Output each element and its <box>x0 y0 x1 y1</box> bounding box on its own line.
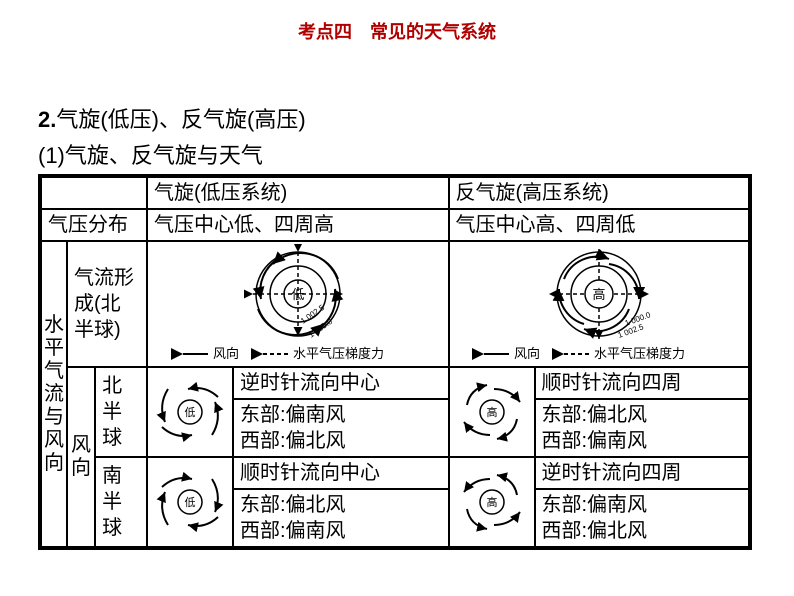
row-sh: 南半球 <box>95 457 147 548</box>
row-pressure: 气压分布 <box>40 209 147 241</box>
col-anticyclone: 反气旋(高压系统) <box>449 176 751 209</box>
nh-cyc-east: 东部:偏南风 <box>240 402 442 428</box>
high-label: 高 <box>592 287 605 302</box>
mini-cyc-nh: 低 <box>147 367 233 457</box>
nh-cyc-flow: 逆时针流向中心 <box>233 367 449 399</box>
diagram-anticyclone-nh-big: 高 1 002.5 1 000.0 风向 水平气压梯度力 <box>449 241 751 367</box>
cell-pressure-anti: 气压中心高、四周低 <box>449 209 751 241</box>
nh-anti-flow: 顺时针流向四周 <box>535 367 751 399</box>
svg-text:低: 低 <box>185 496 196 509</box>
sh-cyc-east: 东部:偏北风 <box>240 492 442 518</box>
cell-pressure-cyc: 气压中心低、四周高 <box>147 209 449 241</box>
mini-cyc-sh: 低 <box>147 457 233 548</box>
svg-text:高: 高 <box>486 405 497 419</box>
mini-cyclone-nh-icon: 低 <box>150 377 230 447</box>
table-row: 气压分布 气压中心低、四周高 气压中心高、四周低 <box>40 209 750 241</box>
section-heading: 2.气旋(低压)、反气旋(高压) <box>38 102 756 134</box>
nh-anti-west: 西部:偏南风 <box>542 428 743 454</box>
table-row: 水平气流与风向 气流形成(北半球) 低 <box>40 241 750 367</box>
svg-text:风向: 风向 <box>514 346 540 361</box>
row-flow-group: 水平气流与风向 <box>40 241 67 548</box>
nh-anti-east: 东部:偏北风 <box>542 402 743 428</box>
blank-cell <box>40 176 147 209</box>
svg-text:水平气压梯度力: 水平气压梯度力 <box>594 346 685 361</box>
table-row: 气旋(低压系统) 反气旋(高压系统) <box>40 176 750 209</box>
svg-text:风向: 风向 <box>213 346 239 361</box>
mini-cyclone-sh-icon: 低 <box>150 467 230 537</box>
sh-anti-winds: 东部:偏南风 西部:偏北风 <box>535 489 751 548</box>
sh-anti-west: 西部:偏北风 <box>542 518 743 544</box>
row-nh: 北半球 <box>95 367 147 457</box>
sh-cyc-flow: 顺时针流向中心 <box>233 457 449 489</box>
page-title: 考点四 常见的天气系统 <box>38 18 756 44</box>
sh-anti-flow: 逆时针流向四周 <box>535 457 751 489</box>
document-page: 考点四 常见的天气系统 2.气旋(低压)、反气旋(高压) (1)气旋、反气旋与天… <box>0 0 794 560</box>
table-row: 南半球 低 顺时针流向中心 高 <box>40 457 750 489</box>
mini-anti-nh: 高 <box>449 367 535 457</box>
mini-anti-sh: 高 <box>449 457 535 548</box>
row-winddir: 风向 <box>67 367 95 548</box>
diagram-cyclone-nh-big: 低 1 000.0 1 002.5 风向 水平气压梯度力 <box>147 241 449 367</box>
anticyclone-diagram-icon: 高 1 002.5 1 000.0 风向 水平气压梯度力 <box>464 244 734 364</box>
table-row: 风向 北半球 低 逆时针流向中心 高 <box>40 367 750 399</box>
sh-cyc-west: 西部:偏南风 <box>240 518 442 544</box>
nh-anti-winds: 东部:偏北风 西部:偏南风 <box>535 399 751 457</box>
mini-anticyclone-nh-icon: 高 <box>452 377 532 447</box>
section-num: 2. <box>38 107 56 132</box>
sh-cyc-winds: 东部:偏北风 西部:偏南风 <box>233 489 449 548</box>
weather-system-table: 气旋(低压系统) 反气旋(高压系统) 气压分布 气压中心低、四周高 气压中心高、… <box>38 174 752 550</box>
sh-anti-east: 东部:偏南风 <box>542 492 743 518</box>
nh-cyc-winds: 东部:偏南风 西部:偏北风 <box>233 399 449 457</box>
row-formation: 气流形成(北半球) <box>67 241 147 367</box>
subsection-heading: (1)气旋、反气旋与天气 <box>38 138 756 170</box>
svg-text:高: 高 <box>486 495 497 509</box>
title-text: 考点四 常见的天气系统 <box>298 22 496 42</box>
svg-text:低: 低 <box>185 406 196 419</box>
nh-cyc-west: 西部:偏北风 <box>240 428 442 454</box>
col-cyclone: 气旋(低压系统) <box>147 176 449 209</box>
svg-text:水平气压梯度力: 水平气压梯度力 <box>293 346 384 361</box>
mini-anticyclone-sh-icon: 高 <box>452 467 532 537</box>
section-h2: 气旋(低压)、反气旋(高压) <box>56 107 305 132</box>
cyclone-diagram-icon: 低 1 000.0 1 002.5 风向 水平气压梯度力 <box>163 244 433 364</box>
